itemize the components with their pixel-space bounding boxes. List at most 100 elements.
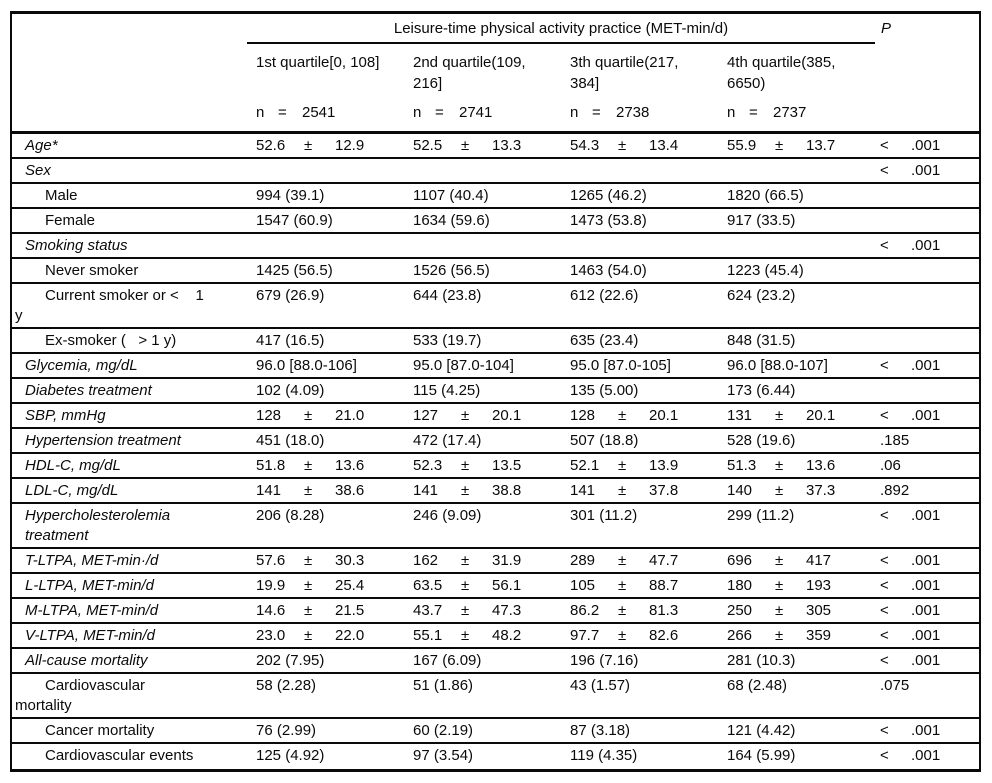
cell-value: 51.3 (727, 457, 757, 474)
p-value: .075 (880, 677, 910, 694)
sd-value: 417 (806, 552, 832, 569)
p-column-header-cell: P (875, 14, 979, 44)
table-body: Age* 52.6 ±12.9 52.5 ±13.3 54.3 ±13.4 55.9 ±13.7… (12, 134, 979, 769)
table-row: Ex-smoker ( > 1 y) 417 (16.5) 533 (19.7) 63… (12, 329, 979, 354)
plus-minus-sign: ± (618, 552, 627, 569)
less-than-sign: < (880, 162, 889, 179)
p-column-header: P (881, 20, 892, 37)
data-cell: 1820 (66.5) (718, 186, 875, 206)
cell-value: 1526 (56.5) (413, 262, 490, 279)
cell-value: 55.9 (727, 137, 757, 154)
plus-minus-sign: ± (461, 627, 470, 644)
data-cell: 246 (9.09) (404, 506, 561, 526)
data-cell: 679 (26.9) (247, 286, 404, 306)
data-cell: 95.0 [87.0-104] (404, 356, 561, 376)
cell-value: 472 (17.4) (413, 432, 482, 449)
column-group-row: Leisure-time physical activity practice … (12, 14, 979, 44)
cell-value: 507 (18.8) (570, 432, 639, 449)
sample-size-row: n = 2541 n = 2741 n = 2738 n = 2737 (12, 94, 979, 131)
data-cell: 119 (4.35) (561, 746, 718, 766)
p-value: .001 (911, 357, 941, 374)
plus-minus-sign: ± (618, 482, 627, 499)
p-value: .001 (911, 552, 941, 569)
data-cell: 180 ±193 (718, 576, 875, 596)
data-cell: 96.0 [88.0-106] (247, 356, 404, 376)
table-row: Glycemia, mg/dL 96.0 [88.0-106] 95.0 [87.0… (12, 354, 979, 379)
sample-size-cell: n = 2737 (718, 104, 875, 122)
equals-symbol: = (435, 104, 444, 121)
table-row: Cardiovascular events 125 (4.92) 97 (3.54)… (12, 744, 979, 769)
cell-value: 917 (33.5) (727, 212, 796, 229)
data-cell: 533 (19.7) (404, 331, 561, 351)
cell-value: 1223 (45.4) (727, 262, 804, 279)
cell-value: 96.0 [88.0-106] (256, 357, 357, 374)
plus-minus-sign: ± (461, 137, 470, 154)
row-label: Glycemia, mg/dL (25, 357, 138, 374)
less-than-sign: < (880, 747, 889, 764)
n-value: 2738 (616, 104, 650, 121)
data-cell: 131 ±20.1 (718, 406, 875, 426)
plus-minus-sign: ± (775, 137, 784, 154)
cell-value: 164 (5.99) (727, 747, 796, 764)
cell-value: 96.0 [88.0-107] (727, 357, 828, 374)
p-value-cell: < .001 (875, 576, 979, 596)
cell-value: 1463 (54.0) (570, 262, 647, 279)
sd-value: 38.8 (492, 482, 522, 499)
cell-value: 173 (6.44) (727, 382, 796, 399)
less-than-sign: < (880, 722, 889, 739)
data-cell: 140 ±37.3 (718, 481, 875, 501)
cell-value: 121 (4.42) (727, 722, 796, 739)
cell-value: 51 (1.86) (413, 677, 474, 694)
cell-value: 281 (10.3) (727, 652, 796, 669)
cell-value: 246 (9.09) (413, 507, 482, 524)
sd-value: 25.4 (335, 577, 365, 594)
data-cell: 472 (17.4) (404, 431, 561, 451)
p-value: .001 (911, 627, 941, 644)
quartile-column-header: 1st quartile[0, 108] (256, 54, 380, 71)
p-value-cell: < .001 (875, 551, 979, 571)
plus-minus-sign: ± (461, 457, 470, 474)
plus-minus-sign: ± (461, 577, 470, 594)
table-row: Hypercholesterolemia treatment 206 (8.28)… (12, 504, 979, 549)
equals-symbol: = (278, 104, 287, 121)
cell-value: 624 (23.2) (727, 287, 796, 304)
baseline-characteristics-table: Leisure-time physical activity practice … (10, 11, 981, 772)
data-cell: 105 ±88.7 (561, 576, 718, 596)
less-than-sign: < (880, 507, 889, 524)
plus-minus-sign: ± (775, 627, 784, 644)
data-cell: 266 ±359 (718, 626, 875, 646)
table-row: Male 994 (39.1) 1107 (40.4) 1265 (46.2) 1820… (12, 184, 979, 209)
row-label: HDL-C, mg/dL (25, 457, 121, 474)
table-row: Sex < .001 (12, 159, 979, 184)
p-value: .001 (911, 722, 941, 739)
sample-size-cell: n = 2541 (247, 104, 404, 122)
data-cell: 128 ±20.1 (561, 406, 718, 426)
data-cell: 1107 (40.4) (404, 186, 561, 206)
cell-value: 97.7 (570, 627, 600, 644)
data-cell: 635 (23.4) (561, 331, 718, 351)
p-value-cell: .892 (875, 481, 979, 501)
data-cell: 102 (4.09) (247, 381, 404, 401)
data-cell: 528 (19.6) (718, 431, 875, 451)
data-cell: 63.5 ±56.1 (404, 576, 561, 596)
n-symbol: n (727, 104, 736, 121)
less-than-sign: < (880, 237, 889, 254)
p-value: .001 (911, 407, 941, 424)
cell-value: 644 (23.8) (413, 287, 482, 304)
less-than-sign: < (880, 652, 889, 669)
cell-value: 128 (256, 407, 282, 424)
cell-value: 95.0 [87.0-104] (413, 357, 514, 374)
sd-value: 21.0 (335, 407, 365, 424)
sd-value: 20.1 (492, 407, 522, 424)
cell-value: 266 (727, 627, 753, 644)
cell-value: 1473 (53.8) (570, 212, 647, 229)
data-cell: 1547 (60.9) (247, 211, 404, 231)
cell-value: 696 (727, 552, 753, 569)
cell-value: 679 (26.9) (256, 287, 325, 304)
plus-minus-sign: ± (618, 577, 627, 594)
p-value-cell: < .001 (875, 626, 979, 646)
cell-value: 58 (2.28) (256, 677, 317, 694)
plus-minus-sign: ± (618, 407, 627, 424)
sd-value: 20.1 (649, 407, 679, 424)
data-cell: 289 ±47.7 (561, 551, 718, 571)
